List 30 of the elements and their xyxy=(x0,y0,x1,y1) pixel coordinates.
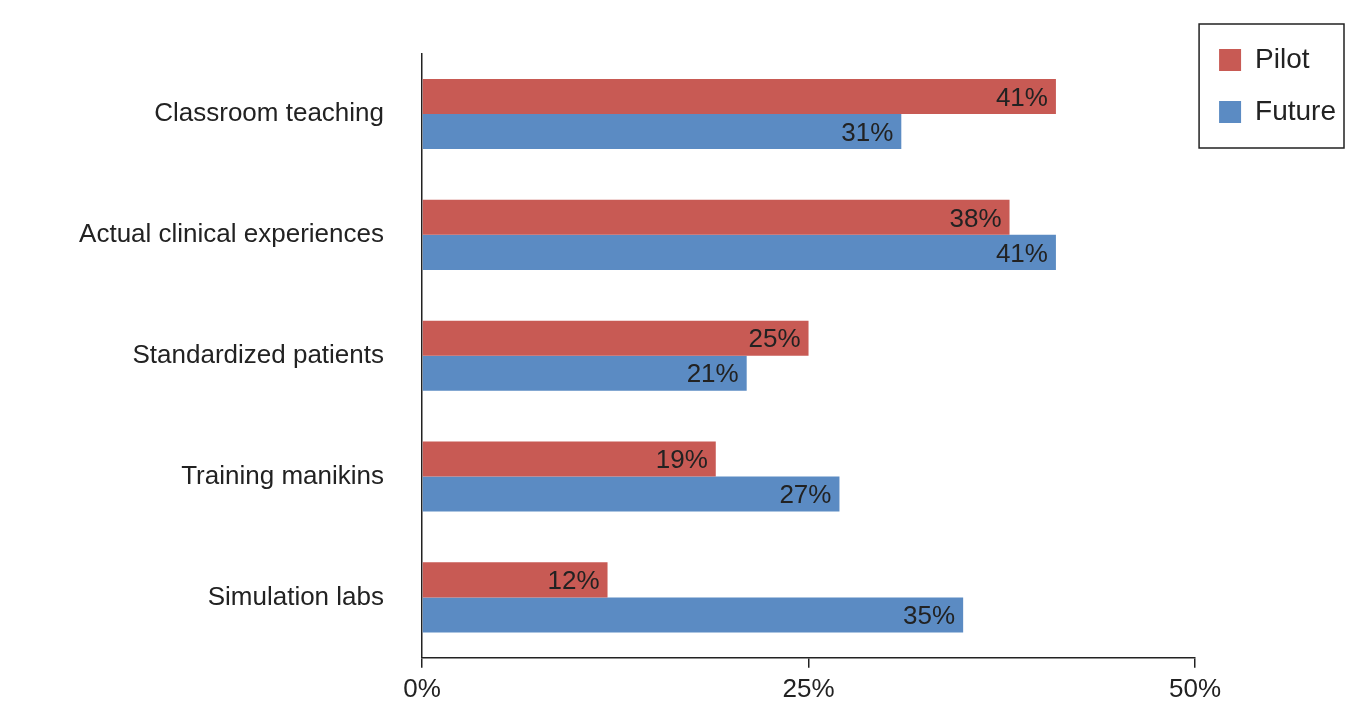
legend-label: Future xyxy=(1255,94,1337,126)
data-label: 31% xyxy=(841,116,894,147)
x-tick-label: 50% xyxy=(1169,672,1222,703)
data-label: 41% xyxy=(995,81,1048,112)
bar xyxy=(422,597,964,633)
bar xyxy=(422,199,1010,235)
y-tick-label: Classroom teaching xyxy=(154,97,384,128)
data-label: 21% xyxy=(686,358,739,389)
data-label: 12% xyxy=(547,565,600,596)
data-label: 35% xyxy=(903,600,956,631)
bar xyxy=(422,355,747,391)
bar xyxy=(422,114,902,150)
y-tick-label: Simulation labs xyxy=(207,580,384,611)
x-tick-label: 25% xyxy=(782,672,835,703)
x-tick-label: 0% xyxy=(403,672,441,703)
bar xyxy=(422,441,716,477)
data-label: 41% xyxy=(995,237,1048,268)
y-tick-label: Standardized patients xyxy=(132,338,384,369)
bar xyxy=(422,562,608,598)
data-label: 25% xyxy=(748,323,801,354)
y-tick-label: Training manikins xyxy=(181,459,384,490)
bar xyxy=(422,234,1056,270)
legend-label: Pilot xyxy=(1255,42,1310,74)
y-tick-label: Actual clinical experiences xyxy=(79,218,384,249)
bar xyxy=(422,78,1056,115)
bar xyxy=(422,476,840,512)
bar xyxy=(422,320,809,356)
data-label: 38% xyxy=(949,202,1002,233)
data-label: 19% xyxy=(655,444,708,475)
data-label: 27% xyxy=(779,479,832,510)
